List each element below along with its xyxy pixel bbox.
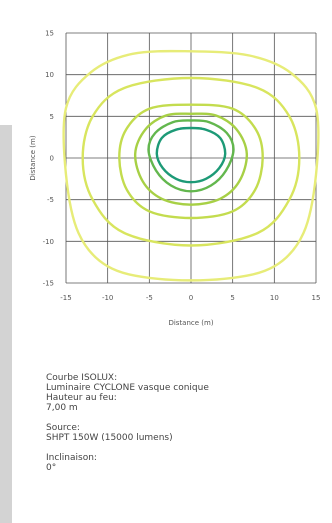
y-tick-label-3: 0 <box>50 155 54 163</box>
y-tick-label-0: 15 <box>45 30 54 38</box>
x-tick-label-0: -15 <box>60 294 71 302</box>
isolux-contour-4 <box>147 119 235 193</box>
content-panel: -15 -10 -5 0 5 10 15 15 10 5 0 -5 -10 -15 Distance (m)… <box>12 0 332 523</box>
x-tick-label-6: 15 <box>312 294 321 302</box>
info-section: Courbe ISOLUX: Luminaire CYCLONE vasque … <box>46 373 332 483</box>
source-info: Source: SHPT 150W (15000 lumens) <box>46 423 332 443</box>
isolux-contour-5 <box>155 126 227 184</box>
height-value: 7,00 m <box>46 403 78 413</box>
luminaire-name: Luminaire CYCLONE vasque conique <box>46 383 209 393</box>
source-value: SHPT 150W (15000 lumens) <box>46 433 173 443</box>
isolux-contour-2 <box>118 103 264 220</box>
curve-label: Courbe ISOLUX: <box>46 373 118 383</box>
isolux-contour-3 <box>133 112 249 206</box>
x-tick-label-3: 0 <box>189 294 193 302</box>
isolux-chart: -15 -10 -5 0 5 10 15 15 10 5 0 -5 -10 -15 Distance (m)… <box>29 30 321 328</box>
isolux-contour-1 <box>81 76 301 247</box>
tilt-value: 0° <box>46 463 57 473</box>
y-tick-label-1: 10 <box>45 71 54 79</box>
x-tick-label-4: 5 <box>230 294 234 302</box>
x-axis-label: Distance (m) <box>168 319 213 327</box>
y-axis-label: Distance (m) <box>29 135 37 180</box>
isolux-contour-0 <box>62 49 320 282</box>
source-label: Source: <box>46 423 80 433</box>
x-tick-label-2: -5 <box>146 294 153 302</box>
y-tick-label-4: -5 <box>47 196 54 204</box>
x-tick-label-5: 10 <box>270 294 279 302</box>
y-tick-label-2: 5 <box>50 113 54 121</box>
left-gray-bar <box>0 125 12 523</box>
tilt-info: Inclinaison: 0° <box>46 453 332 473</box>
y-tick-label-5: -10 <box>43 238 54 246</box>
y-tick-label-6: -15 <box>43 280 54 288</box>
height-label: Hauteur au feu: <box>46 393 117 403</box>
tilt-label: Inclinaison: <box>46 453 97 463</box>
curve-info: Courbe ISOLUX: Luminaire CYCLONE vasque … <box>46 373 332 413</box>
x-tick-label-1: -10 <box>102 294 113 302</box>
